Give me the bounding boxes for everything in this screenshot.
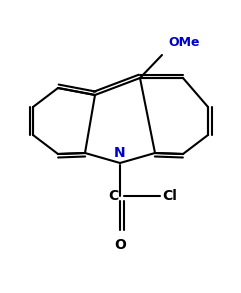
Text: Cl: Cl xyxy=(162,189,177,203)
Text: N: N xyxy=(114,146,126,160)
Text: C: C xyxy=(108,189,118,203)
Text: OMe: OMe xyxy=(168,35,200,49)
Text: O: O xyxy=(114,238,126,252)
